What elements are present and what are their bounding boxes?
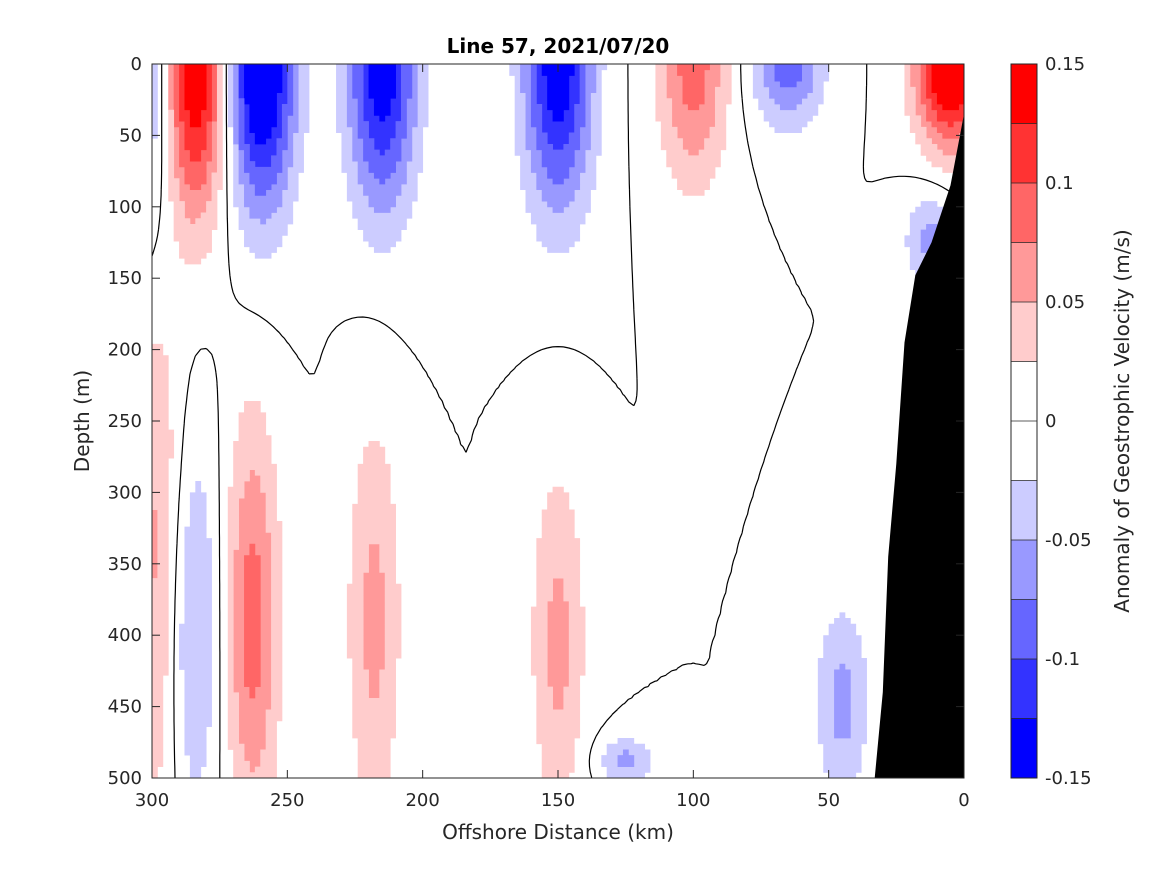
x-tick-label: 150 xyxy=(541,790,575,811)
colorbar-tick-label: -0.1 xyxy=(1045,649,1080,670)
colorbar-cell xyxy=(1011,421,1037,481)
y-tick-label: 100 xyxy=(108,197,142,218)
zero-contour-layer xyxy=(152,64,964,778)
y-tick-label: 0 xyxy=(131,54,142,75)
y-tick-label: 400 xyxy=(108,625,142,646)
colorbar-cell xyxy=(1011,123,1037,183)
contour-fill-layer xyxy=(152,64,964,778)
colorbar-ticks: 0.15 0.1 0.05 0 -0.05 -0.1 -0.15 xyxy=(1045,54,1092,789)
y-tick-label: 150 xyxy=(108,268,142,289)
contour-band-9 xyxy=(238,64,803,196)
colorbar: 0.15 0.1 0.05 0 -0.05 -0.1 -0.15 Anomaly of Ge… xyxy=(1010,54,1134,789)
y-axis-label: Depth (m) xyxy=(70,370,94,472)
x-axis: 300 250 200 150 100 50 0 xyxy=(135,64,970,811)
y-tick-label: 350 xyxy=(108,554,142,575)
y-tick-label: 50 xyxy=(119,125,142,146)
y-tick-label: 200 xyxy=(108,340,142,361)
x-tick-label: 0 xyxy=(958,790,969,811)
y-tick-label: 500 xyxy=(108,768,142,789)
colorbar-cell xyxy=(1011,540,1037,600)
x-tick-label: 300 xyxy=(135,790,169,811)
zero-contour-line xyxy=(152,64,964,778)
colorbar-cell xyxy=(1011,361,1037,421)
colorbar-tick-label: 0 xyxy=(1045,411,1056,432)
y-axis: 0 50 100 150 200 250 300 350 400 450 500 xyxy=(108,54,964,789)
colorbar-cell xyxy=(1011,242,1037,302)
colorbar-label: Anomaly of Geostrophic Velocity (m/s) xyxy=(1110,229,1134,612)
y-tick-label: 450 xyxy=(108,697,142,718)
contour-band-1 xyxy=(152,64,964,773)
colorbar-tick-label: -0.15 xyxy=(1045,768,1092,789)
chart-title: Line 57, 2021/07/20 xyxy=(447,34,670,58)
contour-band-2 xyxy=(173,64,964,699)
plot-area: 300 250 200 150 100 50 0 050100150200250300350… xyxy=(108,54,970,811)
colorbar-cell xyxy=(1011,480,1037,540)
x-axis-label: Offshore Distance (km) xyxy=(442,820,674,844)
x-tick-label: 100 xyxy=(676,790,710,811)
colorbar-tick-label: 0.1 xyxy=(1045,173,1074,194)
colorbar-cells xyxy=(1011,64,1037,778)
colorbar-cell xyxy=(1011,183,1037,243)
colorbar-tick-label: 0.05 xyxy=(1045,292,1085,313)
contour-band-5 xyxy=(152,64,964,778)
colorbar-tick-label: -0.05 xyxy=(1045,530,1092,551)
colorbar-frame xyxy=(1010,63,1038,779)
x-tick-label: 200 xyxy=(405,790,439,811)
colorbar-cell xyxy=(1011,599,1037,659)
colorbar-cell xyxy=(1011,659,1037,719)
colorbar-cell xyxy=(1011,64,1037,124)
bathymetry-mask xyxy=(874,114,964,778)
colorbar-cell xyxy=(1011,302,1037,362)
x-tick-label: 250 xyxy=(270,790,304,811)
y-tick-label: 300 xyxy=(108,482,142,503)
contour-band-8 xyxy=(244,64,575,145)
colorbar-tick-label: 0.15 xyxy=(1045,54,1085,75)
colorbar-cell xyxy=(1011,718,1037,778)
x-tick-label: 50 xyxy=(817,790,840,811)
y-tick-label: 250 xyxy=(108,411,142,432)
